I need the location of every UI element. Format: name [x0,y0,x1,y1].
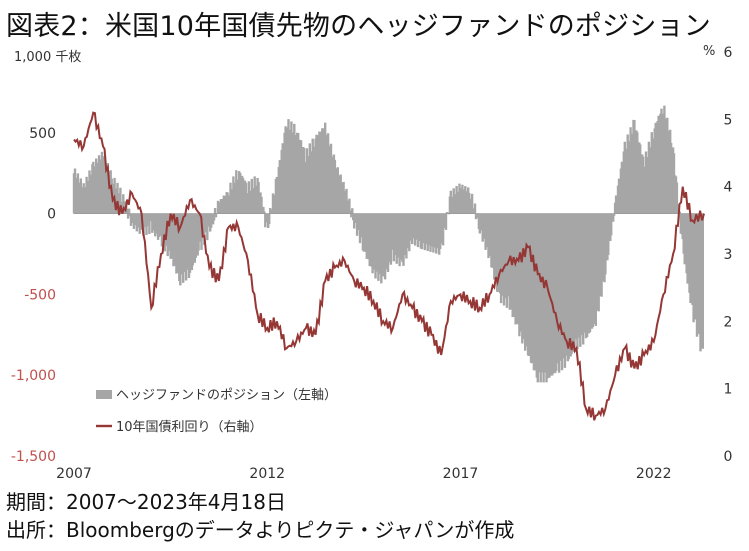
left-tick-label: -1,000 [11,368,56,384]
right-tick-label: 3 [724,247,733,263]
right-axis-unit: % [703,44,716,59]
x-tick-label: 2012 [249,466,285,482]
right-tick-label: 0 [724,449,733,465]
legend-label-yield: 10年国債利回り（右軸） [116,420,263,435]
yield-line [73,111,705,421]
chart-title: 図表2：米国10年国債先物のヘッジファンドのポジション [6,11,711,42]
legend-swatch-positions [96,390,112,399]
x-tick-label: 2017 [443,466,479,482]
right-tick-label: 4 [724,180,733,196]
left-axis-unit: 1,000 千枚 [14,50,82,65]
legend-label-positions: ヘッジファンドのポジション（左軸） [116,388,337,403]
period-note: 期間：2007～2023年4月18日 [6,490,286,514]
left-tick-label: -1,500 [11,449,56,465]
left-tick-label: 500 [29,126,56,142]
x-tick-label: 2022 [636,466,672,482]
source-note: 出所：Bloombergのデータよりピクテ・ジャパンが作成 [6,518,515,542]
right-tick-label: 6 [724,45,733,61]
right-tick-label: 5 [724,112,733,128]
left-tick-label: 0 [47,207,56,223]
right-tick-label: 2 [724,314,733,330]
left-tick-label: -500 [24,287,56,303]
right-tick-label: 1 [724,382,733,398]
x-tick-label: 2007 [56,466,92,482]
